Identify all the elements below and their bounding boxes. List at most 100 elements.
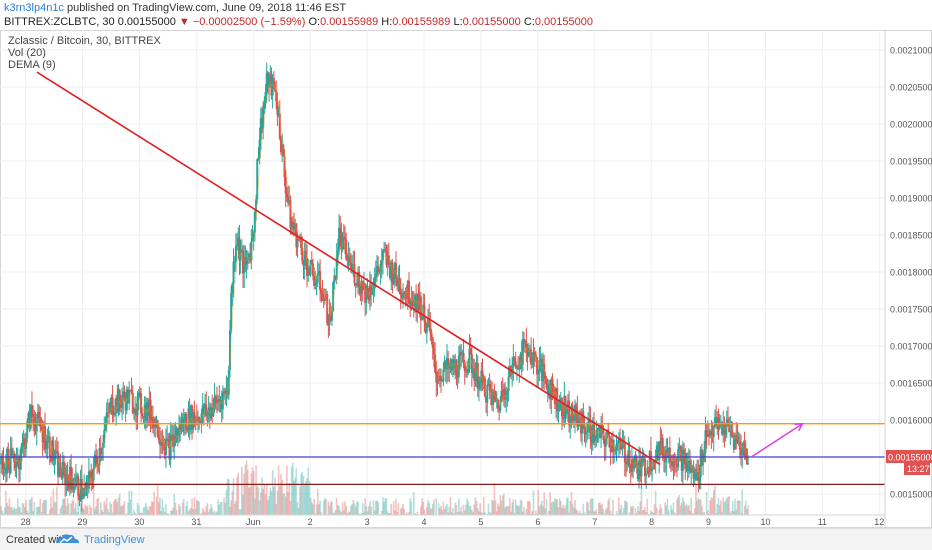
volume-bar	[511, 502, 513, 515]
volume-bar	[38, 506, 40, 515]
volume-bar	[56, 486, 58, 515]
volume-bar	[474, 497, 477, 515]
volume-bar	[105, 497, 108, 515]
volume-bar	[3, 507, 6, 515]
volume-bar	[29, 499, 32, 515]
volume-bar	[94, 508, 96, 515]
volume-bar	[171, 510, 173, 515]
candle-body	[160, 442, 163, 446]
volume-bar	[265, 483, 268, 515]
volume-bar	[110, 504, 113, 515]
volume-bar	[48, 509, 51, 515]
volume-bar	[281, 479, 283, 515]
candle-body	[19, 461, 22, 470]
volume-bar	[268, 496, 270, 515]
candle-body	[412, 304, 415, 307]
candle-body	[689, 460, 692, 473]
candle-body	[183, 413, 186, 425]
volume-bar	[72, 499, 75, 515]
candle-body	[220, 400, 223, 410]
volume-bar	[667, 510, 670, 515]
volume-bar	[722, 497, 725, 515]
volume-bar	[695, 484, 697, 515]
volume-bar	[258, 500, 261, 515]
candle-body	[747, 463, 750, 465]
volume-bar	[198, 501, 200, 515]
candle-body	[186, 428, 189, 431]
candle-body	[122, 391, 125, 400]
candle-body	[352, 264, 355, 266]
candle-body	[87, 471, 90, 489]
volume-bar	[441, 510, 444, 515]
volume-bar	[595, 509, 598, 515]
countdown-tag-text: 13:27	[907, 464, 930, 474]
volume-bar	[256, 485, 259, 515]
candle-body	[457, 356, 460, 378]
volume-bar	[280, 474, 282, 515]
candle-body	[330, 311, 333, 321]
tradingview-link[interactable]: TradingView	[84, 534, 145, 546]
x-tick-label: 7	[592, 517, 597, 527]
volume-bar	[710, 497, 713, 515]
candle-body	[260, 117, 263, 129]
candle-body	[531, 360, 534, 365]
candle-body	[270, 73, 273, 96]
volume-bar	[672, 502, 675, 515]
volume-bar	[1, 510, 4, 515]
volume-bar	[453, 513, 455, 515]
candle-body	[256, 159, 259, 200]
candle-body	[609, 447, 612, 453]
candle-body	[283, 156, 286, 177]
x-tick-label: 4	[421, 517, 426, 527]
volume-bar	[591, 498, 594, 515]
candle-body	[266, 72, 269, 88]
candle-body	[174, 435, 177, 442]
volume-bar	[134, 512, 136, 515]
volume-bar	[52, 488, 55, 515]
volume-bar	[328, 505, 331, 515]
volume-bar	[654, 490, 657, 515]
volume-bar	[115, 499, 117, 515]
volume-bar	[575, 509, 577, 515]
candle-body	[211, 407, 214, 416]
author-link[interactable]: k3rn3lp4n1c	[4, 2, 64, 14]
candle-body	[536, 357, 539, 375]
volume-bar	[581, 513, 583, 515]
candle-body	[645, 474, 648, 477]
candle-body	[123, 391, 126, 399]
volume-bar	[159, 497, 161, 515]
candle-body	[54, 451, 57, 459]
candle-body	[348, 255, 351, 263]
candle-body	[526, 347, 529, 357]
candle-body	[223, 390, 226, 393]
candle-body	[23, 438, 26, 449]
volume-bar	[467, 501, 470, 515]
volume-bar	[325, 498, 327, 515]
volume-bar	[741, 489, 743, 515]
volume-bar	[517, 505, 519, 515]
candle-body	[367, 297, 370, 301]
volume-bar	[659, 504, 662, 515]
volume-bar	[82, 507, 84, 515]
candle-body	[494, 393, 497, 400]
candle-body	[276, 101, 279, 115]
candle-body	[489, 390, 492, 393]
candle-body	[453, 359, 456, 369]
candle-body	[177, 429, 180, 437]
x-tick-label: 8	[649, 517, 654, 527]
candle-body	[678, 446, 681, 450]
volume-bar	[25, 499, 27, 515]
volume-bar	[344, 501, 346, 515]
volume-bar	[527, 501, 530, 515]
volume-bar	[646, 498, 649, 515]
candle-body	[423, 304, 426, 322]
candle-body	[505, 395, 508, 400]
volume-bar	[403, 508, 406, 515]
candle-body	[214, 396, 217, 399]
volume-bar	[67, 503, 70, 515]
volume-bar	[651, 512, 653, 515]
volume-bar	[43, 500, 45, 515]
volume-bar	[147, 510, 149, 515]
candle-body	[36, 411, 39, 422]
